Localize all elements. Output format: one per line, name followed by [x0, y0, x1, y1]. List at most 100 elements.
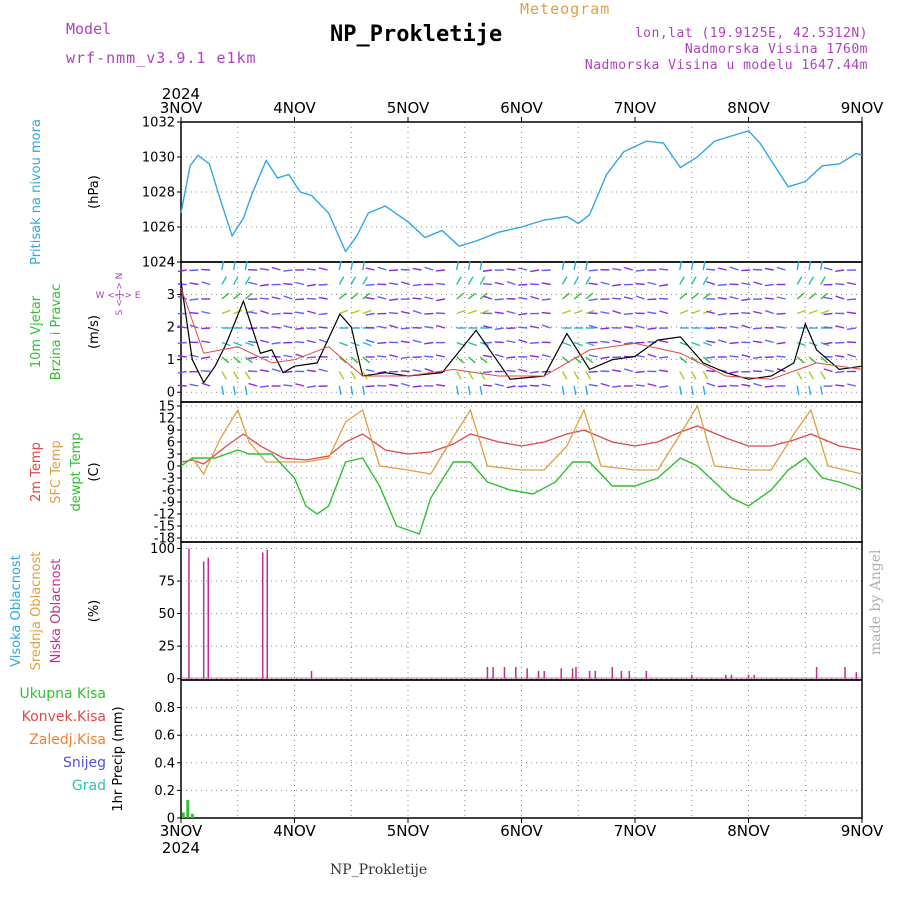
wind-arrow: [690, 260, 694, 271]
wind-arrow: [233, 371, 239, 380]
wind-arrow: [679, 292, 688, 300]
wind-arrow: [318, 338, 328, 344]
wind-arrow: [201, 370, 211, 373]
wind-arrow: [295, 383, 305, 387]
wind-arrow: [435, 269, 446, 272]
wind-arrow: [573, 341, 583, 347]
wind-arrow: [659, 385, 669, 389]
dewpoint-line: [180, 449, 863, 535]
wind-arrow: [201, 340, 211, 344]
wind-arrow: [835, 354, 845, 358]
wind-arrow: [456, 385, 459, 396]
wind-arrow: [753, 281, 763, 286]
wind-arrow: [706, 382, 716, 387]
wind-arrow: [365, 339, 375, 344]
wind-arrow: [647, 327, 657, 330]
wind-arrow: [412, 297, 422, 300]
wind-arrow: [659, 356, 669, 359]
wind-arrow: [561, 371, 568, 380]
y-tick-label: 12: [158, 412, 175, 427]
wind-arrow: [588, 269, 598, 272]
wind-arrow: [764, 339, 774, 344]
wind-arrow: [479, 356, 488, 364]
wind-arrow: [233, 276, 239, 285]
wind-arrow: [201, 310, 211, 315]
wind-arrow: [350, 356, 359, 364]
wind-arrow: [808, 341, 818, 347]
wind-arrow: [561, 260, 565, 271]
y-tick-label: 15: [158, 400, 175, 415]
wind-arrow: [541, 311, 551, 315]
wind-arrow: [362, 260, 366, 271]
wind-arrow: [808, 276, 815, 285]
wind-arrow: [764, 283, 774, 287]
wind-arrow: [506, 310, 516, 315]
wind-arrow: [338, 371, 345, 380]
wind-arrow: [506, 356, 516, 359]
wind-arrow: [623, 296, 633, 300]
wind-arrow: [400, 327, 410, 330]
wind-arrow: [400, 310, 410, 315]
wind-arrow: [679, 371, 685, 380]
time-label-top: 6NOV: [500, 99, 543, 117]
wind-arrow: [412, 283, 422, 287]
wind-arrow: [820, 260, 823, 271]
wind-arrow: [388, 370, 399, 373]
wind-arrow: [388, 269, 399, 272]
wind-arrow: [435, 384, 446, 387]
wind-arrow: [244, 385, 248, 396]
year-label-top: 2024: [162, 85, 200, 103]
wind-arrow: [233, 341, 243, 347]
pressure-line: [180, 130, 863, 253]
wind-arrow: [529, 269, 540, 273]
wind-arrow: [338, 260, 342, 271]
precip-bar: [181, 812, 185, 818]
wind-arrow: [506, 385, 516, 389]
wind-arrow: [248, 382, 258, 387]
wind-arrow: [820, 385, 823, 396]
wind-arrow: [561, 276, 568, 285]
wind-arrow: [753, 382, 763, 387]
wind-arrow: [741, 383, 751, 387]
wind-arrow: [585, 356, 594, 364]
precip-legend-item: Grad: [72, 778, 106, 794]
clouds-panel: 0 25 50 75 100 (%) Visoka Oblacnost Srednja Obl…: [9, 541, 863, 687]
wind-arrow: [479, 276, 486, 285]
wind-arrow: [741, 269, 751, 272]
wind-arrow: [706, 369, 716, 373]
wind-arrow: [259, 385, 269, 388]
time-label-bottom: 5NOV: [387, 822, 430, 840]
chart-type-label: Meteogram: [520, 0, 611, 18]
wind-arrow: [820, 276, 826, 285]
precip-bar: [186, 800, 190, 818]
wind-arrow: [483, 325, 493, 329]
wind-arrow: [529, 370, 540, 374]
time-label-top: 7NOV: [614, 99, 657, 117]
wind-arrow: [362, 276, 368, 285]
wind-arrow: [796, 260, 800, 271]
wind-arrow: [776, 266, 786, 271]
temperature-ylabel-0: 2m Temp: [29, 442, 44, 502]
wind-arrow-field: [177, 260, 857, 396]
time-label-bottom: 4NOV: [273, 822, 316, 840]
wind-unit: (m/s): [87, 315, 102, 349]
wind-arrow: [468, 309, 478, 315]
wind-arrow: [339, 309, 349, 315]
wind-compass-sn: S <-|-> N: [115, 273, 125, 316]
wind-arrow: [424, 355, 434, 358]
wind-arrow: [717, 297, 727, 300]
wind-arrow: [338, 292, 347, 300]
temperature-unit: (C): [87, 462, 102, 481]
wind-arrow: [690, 276, 697, 285]
station-title: NP_Prokletije: [330, 22, 503, 47]
wind-arrow: [820, 356, 829, 364]
wind-arrow: [808, 356, 817, 364]
wind-arrow: [679, 385, 683, 396]
wind-arrow: [562, 341, 572, 347]
elevation-label: Nadmorska Visina 1760m: [684, 42, 868, 57]
wind-arrow: [177, 355, 187, 358]
wind-arrow: [835, 370, 845, 374]
wind-arrow: [482, 269, 493, 272]
wind-arrow: [820, 292, 829, 300]
wind-arrow: [350, 371, 357, 380]
